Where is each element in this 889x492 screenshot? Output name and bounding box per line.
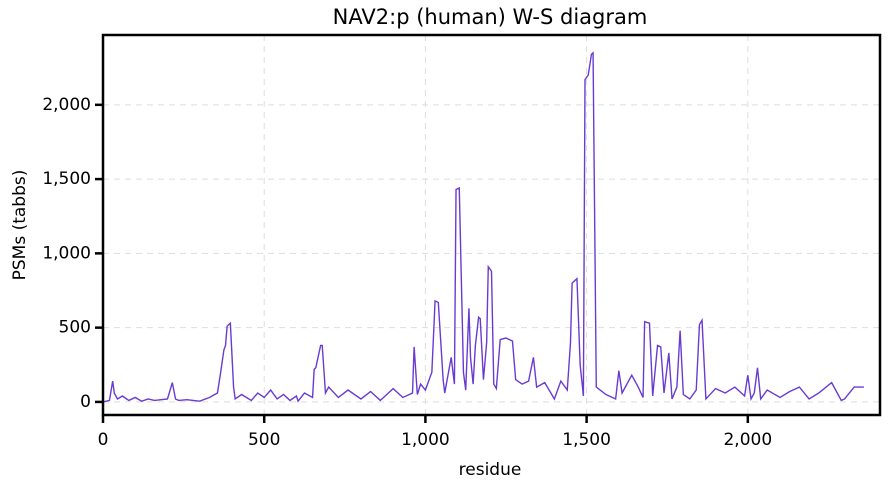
y-tick-label: 2,000 [42,95,91,115]
plot-frame [101,33,882,417]
y-tick-label: 500 [59,318,91,338]
data-line [102,51,864,403]
x-tick-label: 500 [248,430,280,450]
y-tick-label: 1,500 [42,169,91,189]
x-tick-label: 1,000 [401,430,450,450]
y-axis-label: PSMs (tabbs) [10,170,30,281]
y-tick-label: 0 [80,392,91,412]
chart-title: NAV2:p (human) W-S diagram [333,5,648,29]
x-axis-label: residue [459,460,522,480]
y-tick-label: 1,000 [42,243,91,263]
x-tick-label: 0 [98,430,109,450]
x-tick-label: 1,500 [562,430,611,450]
x-tick-label: 2,000 [723,430,772,450]
